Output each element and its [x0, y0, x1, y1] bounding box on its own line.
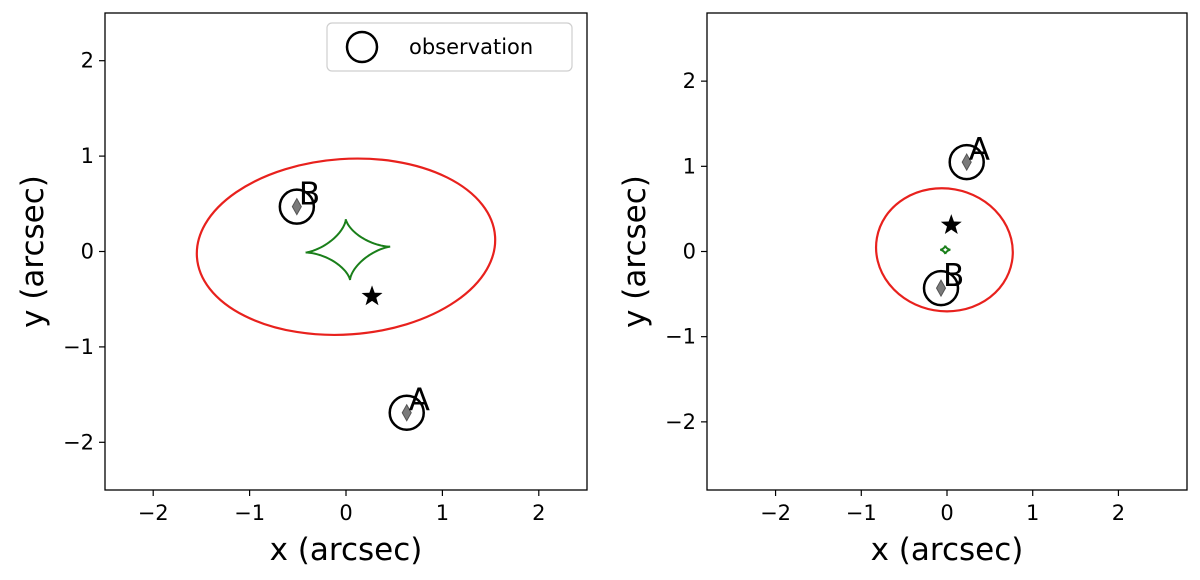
y-tick-label: −1	[665, 325, 696, 349]
x-axis-label: x (arcsec)	[871, 532, 1024, 568]
source-star-marker	[361, 285, 383, 306]
image-label: A	[409, 383, 430, 419]
left-panel: −2 −1 0 1 2 −2 −1 0 1 2 x (arcsec) y (arcsec) B Aobse…	[15, 12, 588, 568]
x-tick-label: 2	[1112, 501, 1125, 525]
y-tick-label: 1	[683, 154, 696, 178]
x-tick-label: −2	[138, 501, 169, 525]
legend-entry: observation	[409, 35, 533, 59]
model-image-diamond	[961, 153, 972, 172]
observation-circle	[278, 188, 316, 225]
caustic-curve	[305, 218, 391, 281]
right-panel: −2 −1 0 1 2 −2 −1 0 1 2 x (arcsec) y (arcsec) A B	[617, 12, 1188, 568]
caustic-curve	[939, 245, 951, 255]
legend-box	[326, 22, 573, 72]
critical-curve	[195, 157, 497, 337]
y-axis-label: y (arcsec)	[15, 175, 51, 328]
y-tick-label: 2	[81, 49, 94, 73]
source-star-marker	[940, 214, 962, 234]
observation-circle	[388, 394, 425, 431]
model-image-diamond	[291, 197, 302, 216]
y-tick-label: 1	[81, 144, 94, 168]
y-tick-label: 2	[683, 69, 696, 93]
observation-circle	[922, 269, 960, 307]
x-tick-label: 1	[436, 501, 449, 525]
axes-frame	[104, 12, 588, 491]
x-tick-label: −1	[846, 501, 877, 525]
y-tick-label: −2	[665, 410, 696, 434]
y-tick-label: −1	[63, 335, 94, 359]
model-image-diamond	[935, 279, 947, 298]
model-image-diamond	[401, 403, 412, 422]
y-tick-label: 0	[81, 240, 94, 264]
y-tick-label: 0	[683, 240, 696, 264]
y-axis-label: y (arcsec)	[617, 175, 653, 328]
image-label: B	[299, 177, 320, 213]
x-tick-label: 0	[940, 501, 953, 525]
x-axis-label: x (arcsec)	[270, 532, 423, 568]
x-tick-label: 0	[339, 501, 352, 525]
y-tick-label: −2	[63, 430, 94, 454]
x-tick-label: −2	[760, 501, 791, 525]
observation-circle	[948, 143, 985, 181]
x-tick-label: 2	[532, 501, 545, 525]
image-label: B	[943, 258, 964, 294]
x-tick-label: 1	[1026, 501, 1039, 525]
image-label: A	[969, 132, 990, 168]
x-tick-label: −1	[234, 501, 265, 525]
legend-observation-marker	[345, 30, 379, 64]
critical-curve	[874, 187, 1014, 313]
